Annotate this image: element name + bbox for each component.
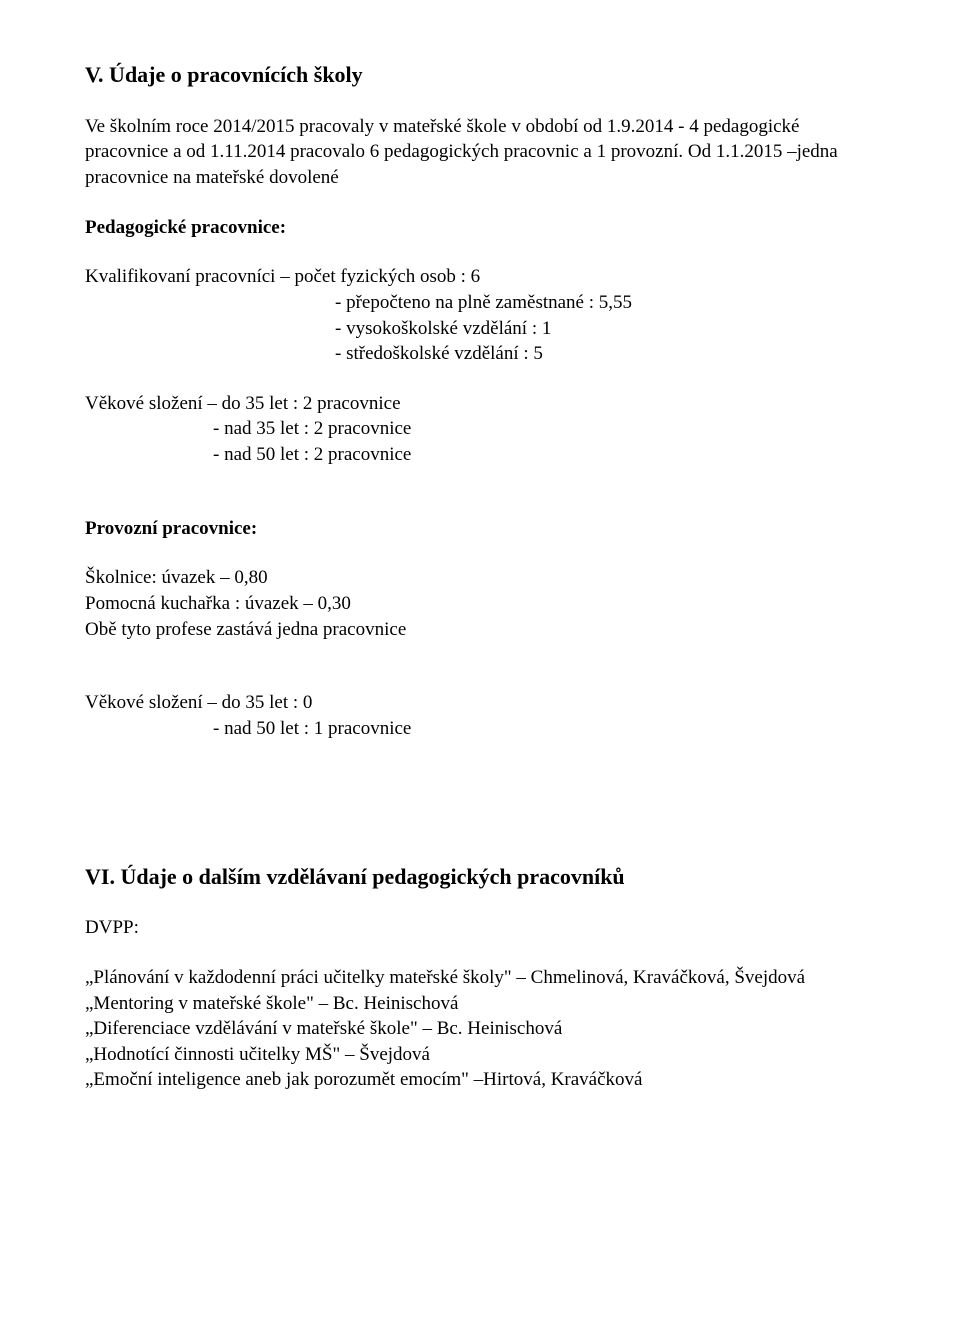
dvpp-item-4: „Hodnotící činnosti učitelky MŠ" – Švejd… [85,1042,875,1068]
dvpp-item-1: „Plánování v každodenní práci učitelky m… [85,965,875,991]
dvpp-item-5: „Emoční inteligence aneb jak porozumět e… [85,1067,875,1093]
pedagogic-title: Pedagogické pracovnice: [85,215,875,241]
age1-line2: - nad 35 let : 2 pracovnice [85,416,875,442]
section-vi-heading: VI. Údaje o dalším vzdělávaní pedagogick… [85,862,875,892]
qual-sub-2: - vysokoškolské vzdělání : 1 [85,316,875,342]
dvpp-item-2: „Mentoring v mateřské škole" – Bc. Heini… [85,991,875,1017]
prov-line3: Obě tyto profese zastává jedna pracovnic… [85,617,875,643]
dvpp-item-3: „Diferenciace vzdělávání v mateřské škol… [85,1016,875,1042]
qual-sub-1: - přepočteno na plně zaměstnané : 5,55 [85,290,875,316]
qual-line-main: Kvalifikovaní pracovníci – počet fyzický… [85,264,875,290]
provozni-title: Provozní pracovnice: [85,516,875,542]
dvpp-list: „Plánování v každodenní práci učitelky m… [85,965,875,1093]
section-v-heading: V. Údaje o pracovnících školy [85,60,875,90]
prov-line1: Školnice: úvazek – 0,80 [85,565,875,591]
dvpp-label: DVPP: [85,915,875,941]
age1-line1: Věkové složení – do 35 let : 2 pracovnic… [85,391,875,417]
qualification-block: Kvalifikovaní pracovníci – počet fyzický… [85,264,875,367]
provozni-block: Školnice: úvazek – 0,80 Pomocná kuchařka… [85,565,875,642]
age-composition-1: Věkové složení – do 35 let : 2 pracovnic… [85,391,875,468]
intro-paragraph: Ve školním roce 2014/2015 pracovaly v ma… [85,114,875,191]
age2-line2: - nad 50 let : 1 pracovnice [85,716,875,742]
age1-line3: - nad 50 let : 2 pracovnice [85,442,875,468]
qual-sub-3: - středoškolské vzdělání : 5 [85,341,875,367]
prov-line2: Pomocná kuchařka : úvazek – 0,30 [85,591,875,617]
age-composition-2: Věkové složení – do 35 let : 0 - nad 50 … [85,690,875,741]
age2-line1: Věkové složení – do 35 let : 0 [85,690,875,716]
